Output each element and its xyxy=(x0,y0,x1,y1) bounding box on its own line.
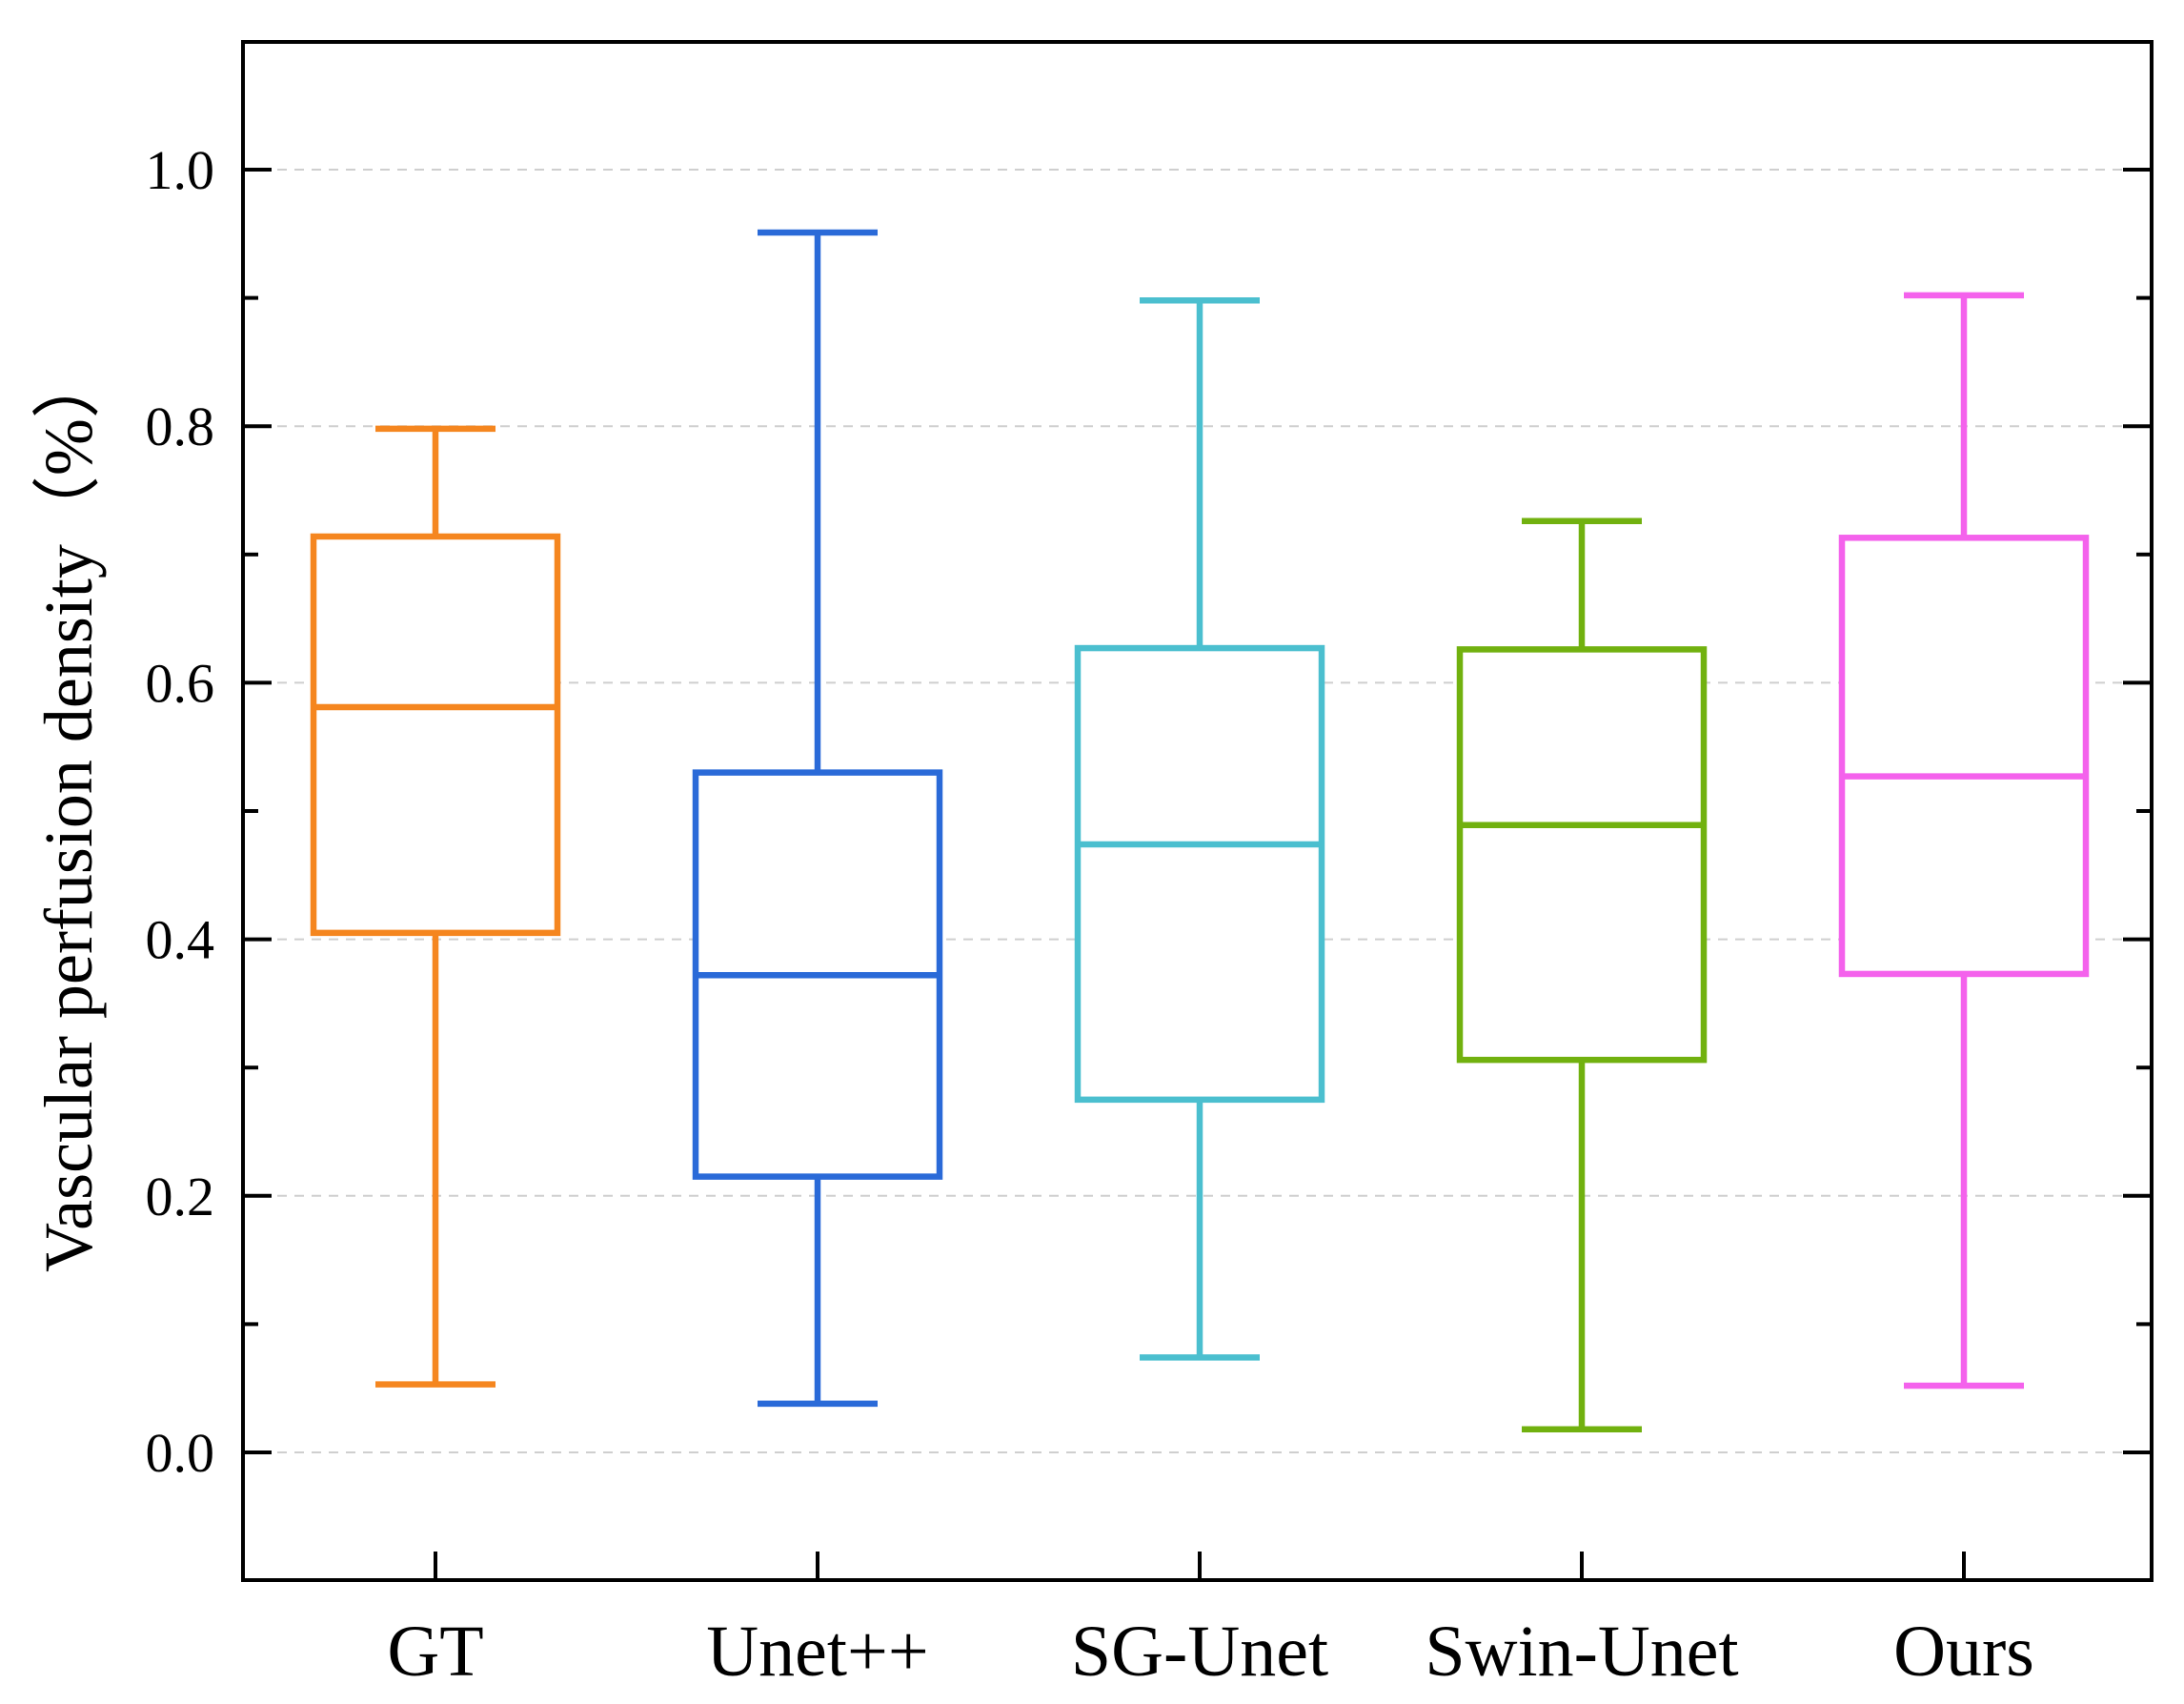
ticks: 0.0 0.2 0.4 0.6 0.8 1.0 GT Unet++ SG-Unet Swin-Un… xyxy=(146,139,2152,1692)
x-tick-label: Swin-Unet xyxy=(1425,1612,1738,1692)
y-tick-label: 0.0 xyxy=(146,1422,215,1484)
y-tick-label: 1.0 xyxy=(146,139,215,201)
iqr-box xyxy=(1456,646,1708,1064)
box-group-gt xyxy=(310,425,561,1388)
x-tick-label: SG-Unet xyxy=(1071,1612,1328,1692)
y-tick-label: 0.8 xyxy=(146,396,215,457)
y-tick-label: 0.6 xyxy=(146,652,215,714)
x-tick-label: Unet++ xyxy=(706,1612,928,1692)
y-tick-label: 0.2 xyxy=(146,1166,215,1227)
boxes xyxy=(310,229,2090,1433)
box-group-unet- xyxy=(692,229,943,1408)
box-group-swin-unet xyxy=(1456,517,1708,1433)
y-tick-label: 0.4 xyxy=(146,909,215,971)
iqr-box xyxy=(1074,644,1325,1104)
box-group-ours xyxy=(1838,292,2090,1390)
iqr-box xyxy=(310,533,561,937)
x-tick-label: Ours xyxy=(1893,1612,2034,1692)
box-group-sg-unet xyxy=(1074,297,1325,1361)
gridlines xyxy=(243,169,2152,1453)
iqr-box xyxy=(1838,535,2090,978)
x-tick-label: GT xyxy=(387,1612,483,1692)
y-axis-title: Vascular perfusion density（%） xyxy=(30,350,107,1272)
